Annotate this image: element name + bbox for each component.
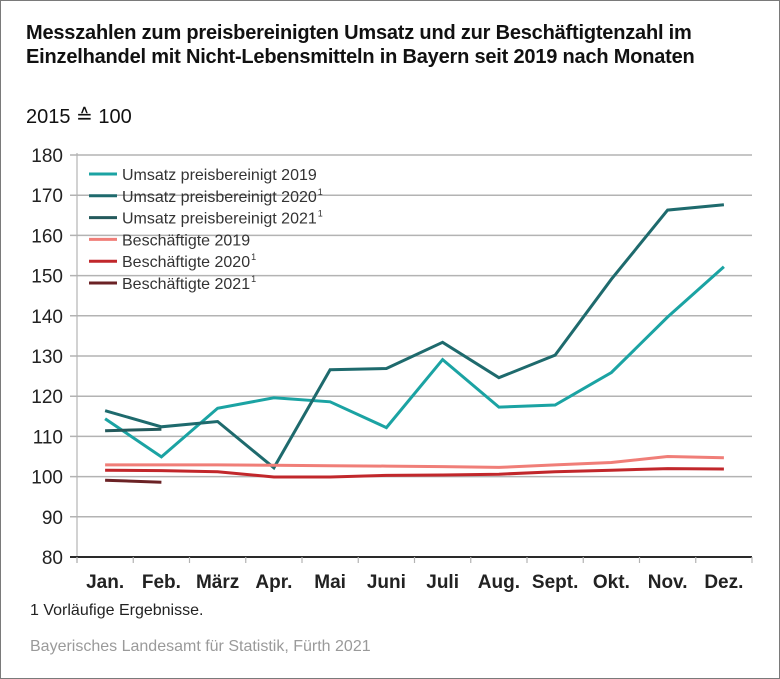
legend-footnote-mark: 1 [318,209,323,219]
x-tick-label: Jan. [86,572,124,593]
chart-title: Messzahlen zum preisbereinigten Umsatz u… [26,22,695,68]
legend-label: Umsatz preisbereinigt 2020 [122,189,317,206]
legend-footnote-mark: 1 [251,252,256,262]
legend-label: Beschäftigte 2020 [122,254,250,271]
series-line [104,265,725,459]
x-tick-label: März [196,572,239,593]
y-tick-label: 180 [31,146,63,167]
y-tick-label: 130 [31,347,63,368]
y-tick-label: 140 [31,307,63,328]
x-tick-label: Juni [367,572,406,593]
y-tick-label: 170 [31,186,63,207]
x-tick-label: Apr. [255,572,292,593]
y-tick-label: 110 [33,427,63,448]
x-tick-label: Sept. [532,572,578,593]
series-line [105,427,162,433]
x-tick-label: Mai [314,572,346,593]
series-line [105,467,724,479]
series-lines [104,203,725,484]
x-tick-label: Nov. [648,572,688,593]
chart-subtitle: 2015 ≙ 100 [26,106,132,128]
legend-footnote-mark: 1 [251,274,256,284]
legend: Umsatz preisbereinigt 2019 Umsatz preisbe… [89,167,323,293]
legend-label: Umsatz preisbereinigt 2019 [122,167,317,184]
legend-footnote-mark: 1 [318,187,323,197]
y-axis-ticks: 80 90 100 110 120 130 140 150 160 170 180 [31,146,63,569]
series-line [105,478,162,484]
series-line [105,454,724,469]
x-tick-label: Feb. [142,572,181,593]
y-tick-label: 150 [31,267,63,288]
y-tick-label: 100 [31,468,63,489]
series-line [104,203,725,471]
x-axis: Jan. Feb. März Apr. Mai Juni Juli Aug. Sept. Okt.… [70,153,753,593]
y-tick-label: 80 [42,548,63,569]
x-tick-label: Aug. [478,572,520,593]
footnote: 1 Vorläufige Ergebnisse. [30,602,204,619]
y-tick-label: 160 [31,226,63,247]
legend-label: Umsatz preisbereinigt 2021 [122,211,317,228]
x-tick-label: Okt. [593,572,630,593]
y-tick-label: 90 [42,508,63,529]
x-tick-label: Dez. [704,572,743,593]
y-tick-label: 120 [31,387,63,408]
legend-label: Beschäftigte 2021 [122,276,250,293]
source-note: Bayerisches Landesamt für Statistik, Für… [30,638,371,655]
legend-label: Beschäftigte 2019 [122,232,250,249]
x-tick-label: Juli [426,572,459,593]
